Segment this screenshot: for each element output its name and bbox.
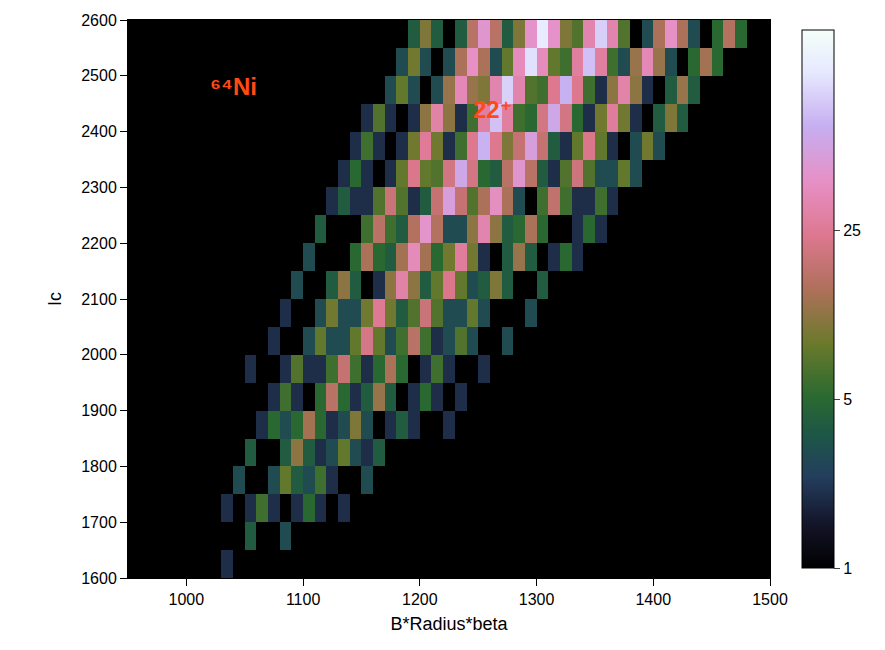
svg-text:22⁺: 22⁺	[473, 96, 512, 123]
svg-text:⁶⁴Ni: ⁶⁴Ni	[210, 73, 257, 100]
svg-text:1900: 1900	[81, 402, 117, 419]
svg-text:2100: 2100	[81, 291, 117, 308]
svg-text:1200: 1200	[402, 591, 438, 608]
svg-text:Ic: Ic	[45, 292, 65, 306]
svg-text:B*Radius*beta: B*Radius*beta	[390, 614, 508, 634]
svg-text:1000: 1000	[169, 591, 205, 608]
svg-text:1300: 1300	[519, 591, 555, 608]
svg-text:1400: 1400	[635, 591, 671, 608]
svg-text:25: 25	[843, 222, 861, 239]
svg-text:1: 1	[843, 560, 852, 577]
svg-text:2600: 2600	[81, 12, 117, 29]
svg-text:2200: 2200	[81, 235, 117, 252]
svg-text:1800: 1800	[81, 458, 117, 475]
svg-text:2000: 2000	[81, 346, 117, 363]
svg-text:2300: 2300	[81, 179, 117, 196]
svg-text:2500: 2500	[81, 67, 117, 84]
svg-text:1600: 1600	[81, 570, 117, 587]
svg-text:1500: 1500	[752, 591, 788, 608]
svg-text:5: 5	[843, 391, 852, 408]
svg-text:2400: 2400	[81, 123, 117, 140]
svg-text:1700: 1700	[81, 514, 117, 531]
svg-text:1100: 1100	[286, 591, 321, 608]
